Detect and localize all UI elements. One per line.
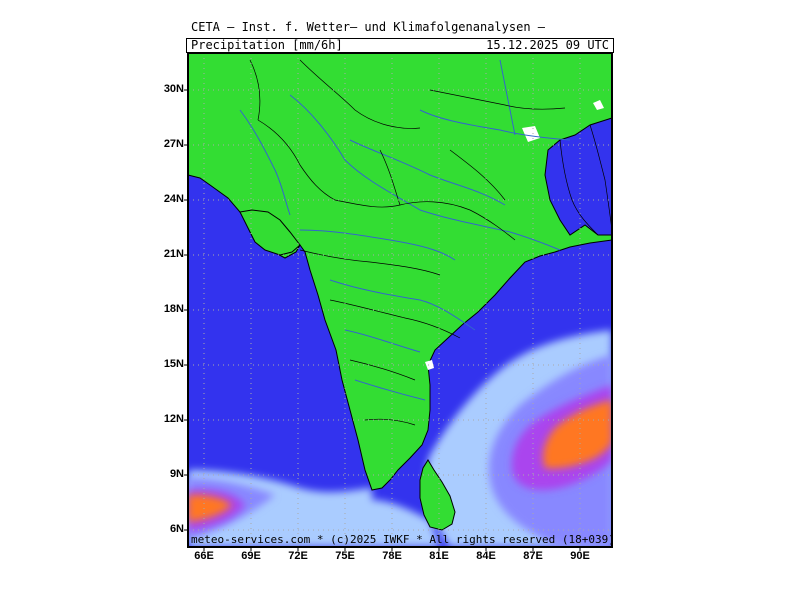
graticule [188, 53, 612, 547]
lat-label: 18N [163, 303, 184, 315]
lat-label: 27N [163, 138, 184, 150]
lat-label: 12N [163, 413, 184, 425]
lat-label: 9N [169, 468, 184, 480]
lat-label: 21N [163, 248, 184, 260]
precip-extreme-core [188, 400, 612, 522]
lon-label: 84E [476, 550, 496, 562]
lon-label: 81E [429, 550, 449, 562]
lat-label: 15N [163, 358, 184, 370]
lake-patch [593, 100, 604, 110]
lake-patch [425, 360, 434, 370]
lat-label: 24N [163, 193, 184, 205]
land-mainland [188, 53, 612, 491]
valid-time-label: 15.12.2025 09 UTC [486, 38, 609, 52]
map-title: CETA — Inst. f. Wetter— und Klimafolgena… [191, 20, 546, 34]
map-frame [187, 52, 613, 548]
lat-label: 30N [163, 83, 184, 95]
land-kathiawar [239, 209, 301, 256]
lon-label: 75E [335, 550, 355, 562]
rivers [239, 59, 571, 401]
credit-line: meteo-services.com * (c)2025 IWKF * All … [191, 533, 615, 546]
lon-label: 66E [194, 550, 214, 562]
axis-ticks [184, 89, 581, 551]
lon-label: 69E [241, 550, 261, 562]
parameter-label: Precipitation [mm/6h] [191, 38, 343, 52]
lat-label: 6N [169, 523, 184, 535]
lon-label: 87E [523, 550, 543, 562]
lon-label: 78E [382, 550, 402, 562]
land-sri-lanka [419, 459, 456, 531]
lon-label: 90E [570, 550, 590, 562]
lon-label: 72E [288, 550, 308, 562]
lake-patch [522, 126, 540, 142]
admin-borders [249, 59, 612, 426]
